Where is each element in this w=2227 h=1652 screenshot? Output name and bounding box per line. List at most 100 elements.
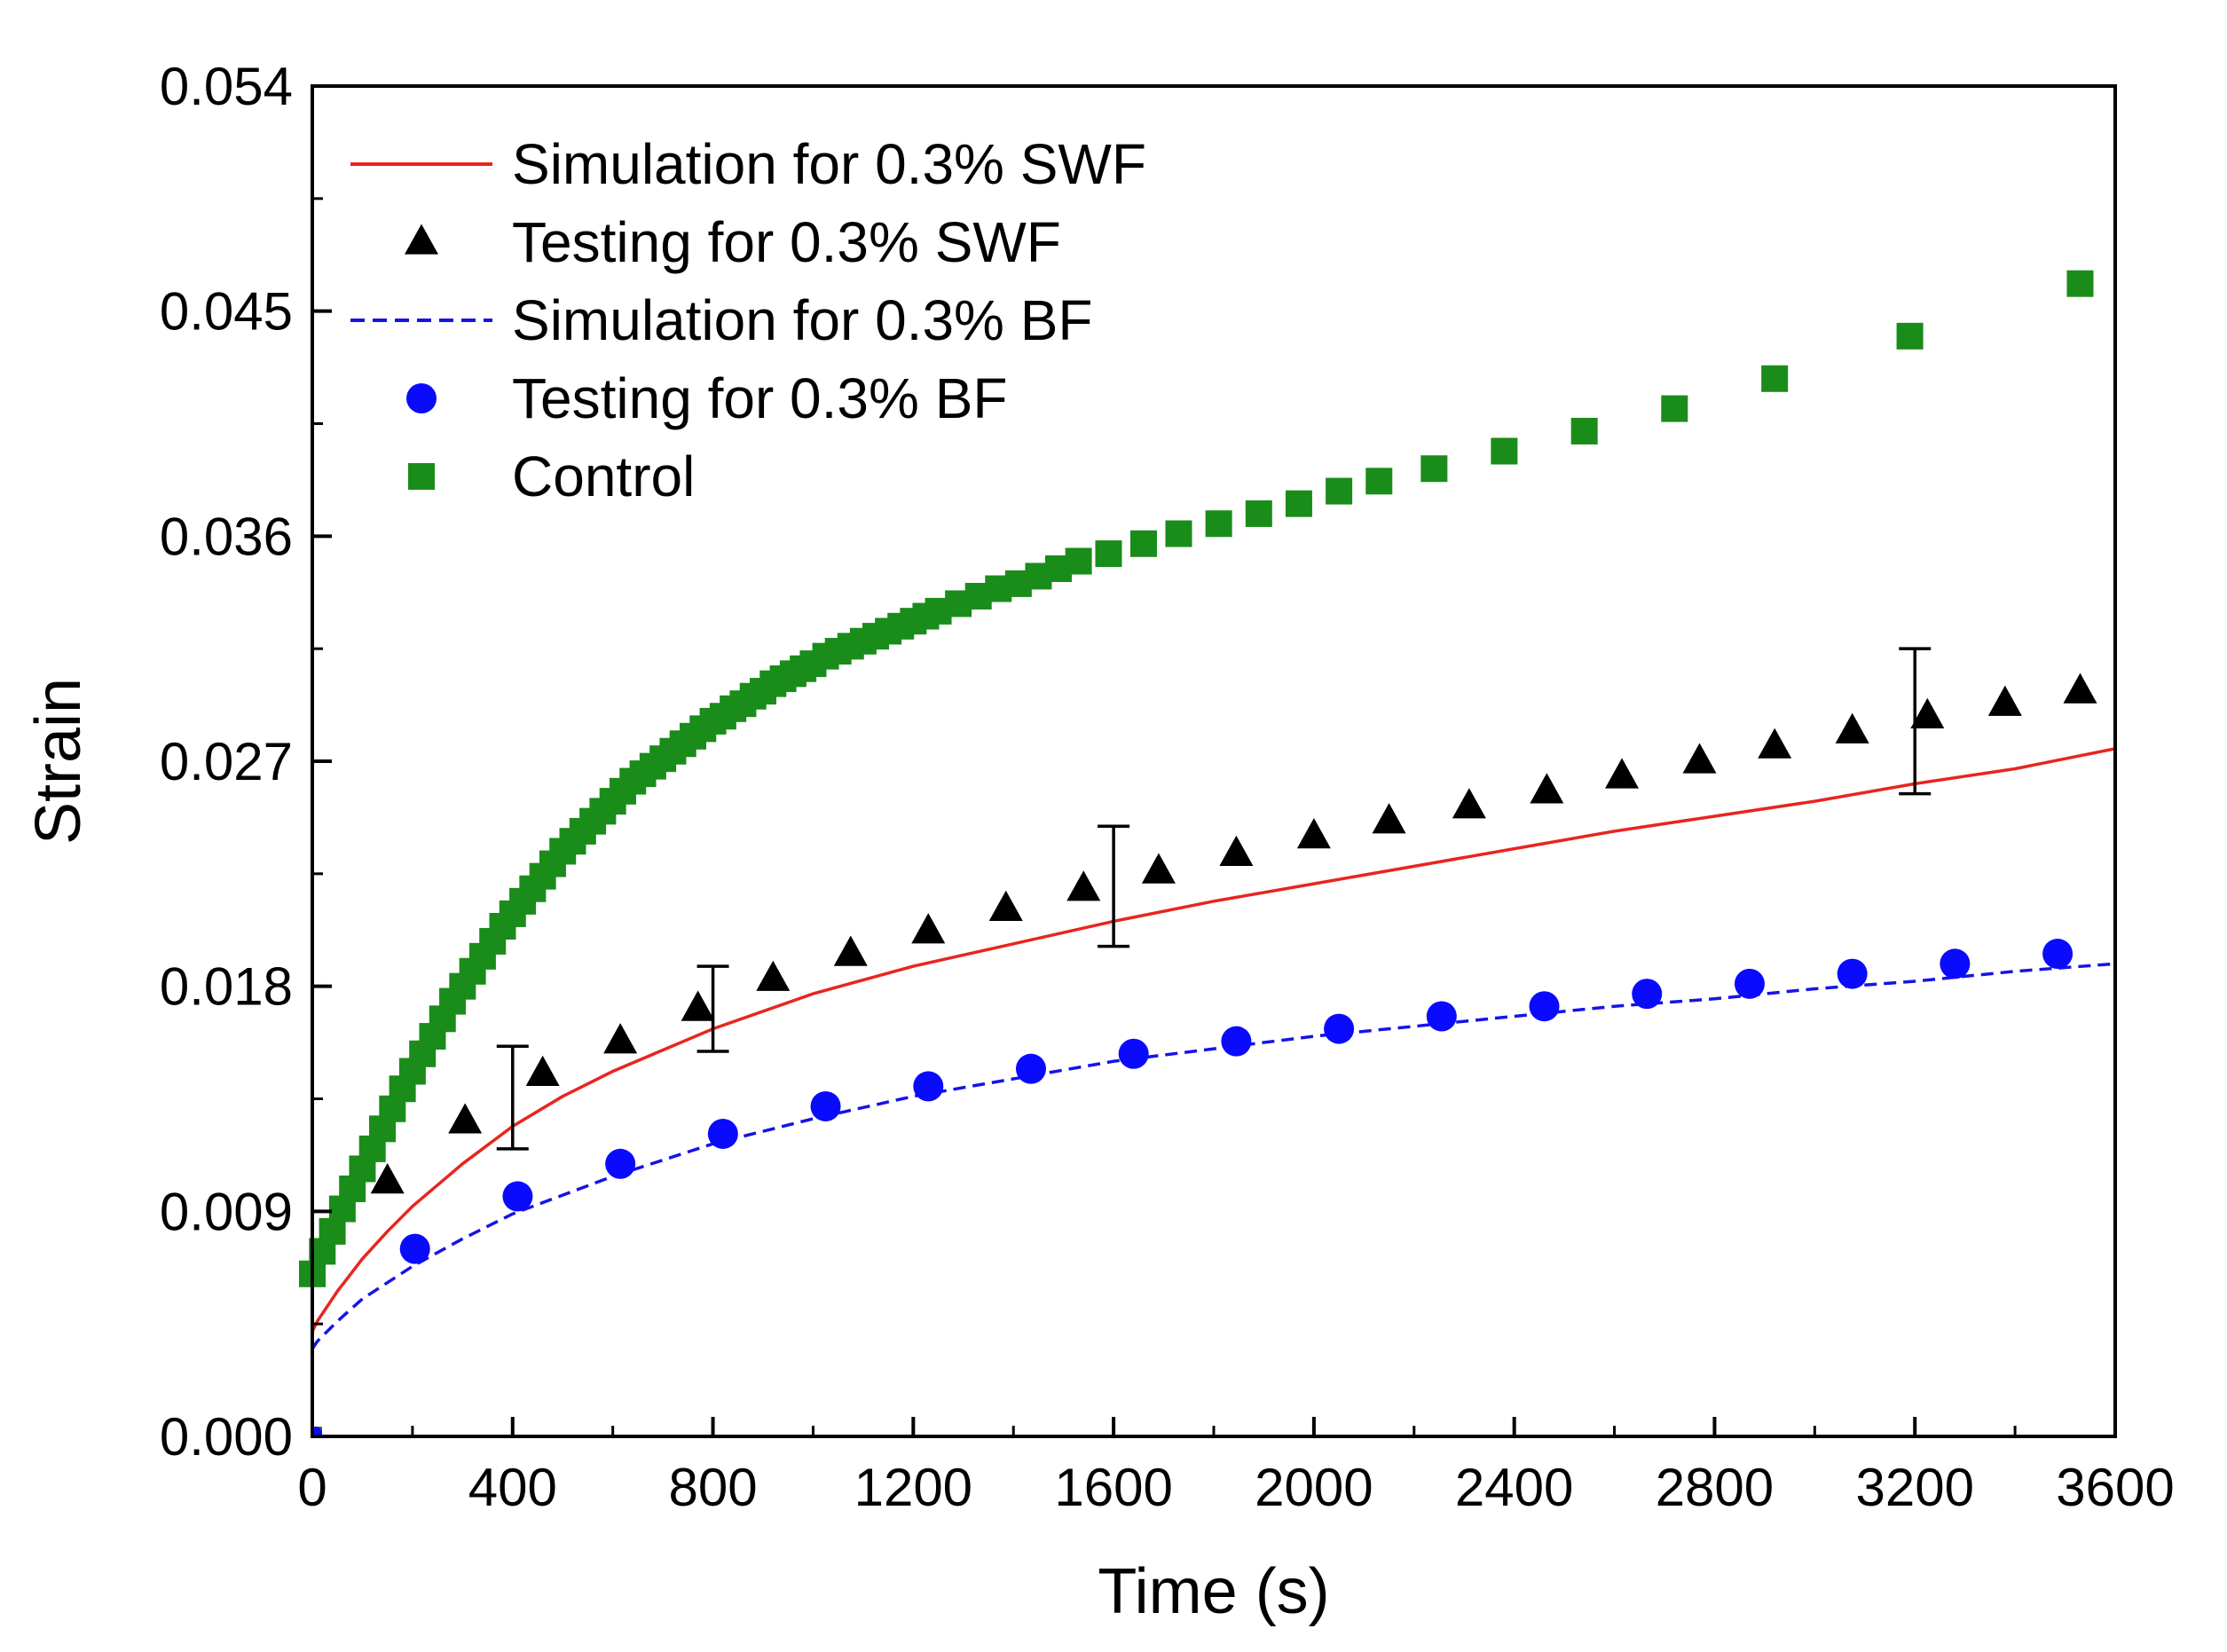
legend-swatch-triangle (405, 224, 438, 255)
y-tick-label: 0.036 (160, 507, 293, 566)
data-point-square (1245, 500, 1272, 527)
data-point-triangle (1296, 818, 1331, 849)
legend-swatch-circle (406, 383, 437, 413)
data-point-triangle (448, 1103, 483, 1134)
error-bar (1899, 647, 1932, 796)
data-point-triangle (911, 913, 946, 944)
data-point-triangle (1530, 773, 1564, 804)
data-point-triangle (2063, 673, 2097, 704)
data-point-circle (1324, 1013, 1355, 1044)
data-point-square (319, 1217, 346, 1245)
x-tick-label: 2800 (1656, 1458, 1774, 1517)
data-point-circle (1118, 1038, 1149, 1069)
data-point-square (1165, 520, 1192, 547)
legend-label: Simulation for 0.3% BF (512, 288, 1093, 352)
data-point-circle (1837, 958, 1868, 989)
data-point-square (1205, 510, 1232, 538)
x-tick-label: 1200 (854, 1458, 972, 1517)
data-point-square (1661, 395, 1688, 422)
y-tick-label: 0.027 (160, 732, 293, 791)
data-point-circle (2042, 939, 2074, 970)
data-point-circle (1426, 1001, 1457, 1032)
data-point-circle (1734, 968, 1765, 999)
series-line-simulation-for-0-3-swf (312, 747, 2115, 1333)
x-tick-label: 2400 (1455, 1458, 1573, 1517)
x-axis-title: Time (s) (1098, 1556, 1329, 1627)
y-axis-title: Strain (23, 678, 94, 845)
data-point-square (1095, 540, 1122, 568)
legend-label: Testing for 0.3% BF (512, 366, 1007, 430)
data-point-circle (1221, 1026, 1252, 1057)
error-bar (1098, 824, 1130, 948)
data-point-circle (1632, 979, 1663, 1010)
data-point-square (1420, 455, 1448, 483)
series-testing-for-0-3-swf (370, 673, 2097, 1194)
data-point-square (1065, 547, 1092, 575)
data-point-circle (502, 1181, 533, 1212)
legend: Simulation for 0.3% SWF Testing for 0.3% … (350, 132, 1146, 508)
data-point-square (1365, 468, 1393, 495)
data-point-square (1761, 365, 1789, 392)
legend-label: Simulation for 0.3% SWF (512, 132, 1146, 196)
data-point-triangle (1605, 758, 1640, 789)
legend-item-control: Control (408, 444, 695, 508)
data-point-circle (605, 1148, 636, 1179)
origin-point (312, 1427, 322, 1436)
y-tick-label: 0.045 (160, 282, 293, 342)
y-tick-label: 0.054 (160, 57, 293, 116)
data-point-triangle (1066, 870, 1101, 901)
data-point-square (1570, 417, 1598, 444)
series-layer (299, 270, 2115, 1436)
data-point-triangle (833, 935, 868, 966)
data-point-square (1326, 477, 1353, 505)
y-tick-label: 0.000 (160, 1407, 293, 1467)
data-point-triangle (988, 890, 1023, 921)
y-tick-label: 0.018 (160, 957, 293, 1017)
data-point-square (1491, 437, 1518, 465)
data-point-square (1129, 530, 1157, 557)
legend-swatch-square (408, 463, 435, 490)
data-point-square (2066, 270, 2094, 297)
legend-label: Testing for 0.3% SWF (512, 210, 1061, 274)
x-tick-label: 0 (297, 1458, 327, 1517)
data-point-square (1285, 490, 1312, 517)
data-point-triangle (1452, 788, 1486, 819)
x-tick-label: 400 (468, 1458, 557, 1517)
data-point-circle (1529, 991, 1560, 1022)
data-point-triangle (370, 1162, 405, 1194)
error-bar (496, 1044, 529, 1151)
legend-item-simulation-for-0-3-swf: Simulation for 0.3% SWF (350, 132, 1146, 196)
data-point-triangle (525, 1055, 560, 1086)
data-point-triangle (1682, 743, 1717, 774)
y-axis: 0.000 0.009 0.018 0.027 0.036 0.045 0.054 (160, 57, 332, 1467)
error-bars (496, 647, 1932, 1151)
data-point-triangle (603, 1023, 638, 1054)
x-tick-label: 1600 (1054, 1458, 1172, 1517)
legend-item-testing-for-0-3-swf: Testing for 0.3% SWF (405, 210, 1061, 274)
data-point-triangle (756, 960, 791, 991)
data-point-triangle (1910, 697, 1945, 728)
error-bar (696, 964, 729, 1053)
x-tick-label: 800 (669, 1458, 758, 1517)
legend-item-testing-for-0-3-bf: Testing for 0.3% BF (406, 366, 1007, 430)
data-point-triangle (681, 990, 715, 1021)
data-point-square (1896, 322, 1924, 350)
data-point-triangle (1987, 685, 2022, 716)
data-point-triangle (1835, 712, 1869, 743)
legend-label: Control (512, 444, 695, 508)
x-tick-label: 3600 (2056, 1458, 2174, 1517)
series-testing-for-0-3-bf (399, 939, 2074, 1264)
data-point-circle (399, 1233, 430, 1264)
x-tick-label: 2000 (1255, 1458, 1373, 1517)
data-point-circle (707, 1118, 738, 1149)
data-point-circle (913, 1071, 944, 1102)
x-tick-label: 3200 (1855, 1458, 1973, 1517)
x-axis: 0 400 800 1200 1600 2000 2400 2800 3200 3600 (297, 1417, 2175, 1517)
series-simulation-for-0-3-swf (312, 747, 2115, 1333)
series-control (299, 270, 2094, 1287)
data-point-triangle (1372, 803, 1406, 834)
data-point-triangle (1758, 728, 1792, 759)
y-tick-label: 0.009 (160, 1182, 293, 1241)
legend-item-simulation-for-0-3-bf: Simulation for 0.3% BF (350, 288, 1093, 352)
